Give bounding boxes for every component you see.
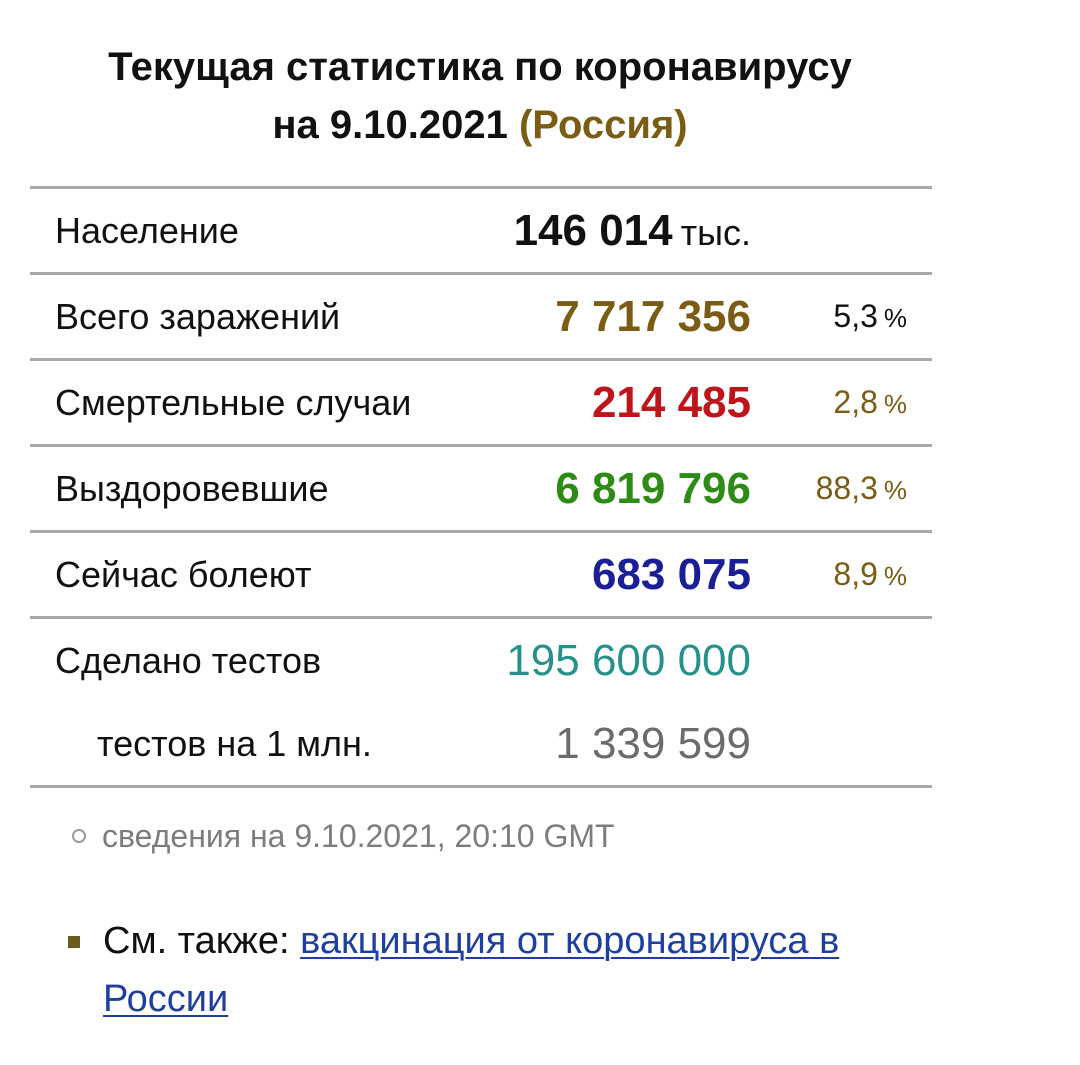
active-percent-number: 8,9 xyxy=(833,556,878,592)
deaths-label: Смертельные случаи xyxy=(55,382,412,423)
page-title: Текущая статистика по коронавирусу на 9.… xyxy=(30,38,930,154)
see-also-prefix: См. также: xyxy=(103,920,301,962)
deaths-percent-sign: % xyxy=(883,389,907,419)
tests-per-million-line: тестов на 1 млн. 1 339 599 xyxy=(30,702,932,785)
stats-row-population: Население 146 014 тыс. xyxy=(30,189,932,275)
see-also: См. также: вакцинация от коронавируса в … xyxy=(68,912,948,1028)
title-date: на 9.10.2021 xyxy=(272,103,508,147)
title-line-2: на 9.10.2021 (Россия) xyxy=(30,96,930,154)
tests-per-million-value: 1 339 599 xyxy=(555,719,751,768)
title-country: (Россия) xyxy=(518,103,688,147)
deaths-percent-number: 2,8 xyxy=(833,384,878,420)
population-number: 146 014 xyxy=(513,206,673,255)
tests-value: 195 600 000 xyxy=(506,636,751,685)
tests-line: Сделано тестов 195 600 000 xyxy=(30,619,932,702)
active-value: 683 075 xyxy=(591,550,751,599)
stats-row-recovered: Выздоровевшие 6 819 796 88,3% xyxy=(30,447,932,533)
footnote-text: сведения на 9.10.2021, 20:10 GMT xyxy=(102,818,615,854)
active-percent: 8,9% xyxy=(833,533,907,618)
circle-bullet-icon xyxy=(72,829,86,843)
recovered-percent-sign: % xyxy=(883,475,907,505)
recovered-percent: 88,3% xyxy=(816,447,907,532)
active-percent-sign: % xyxy=(883,561,907,591)
stats-row-infections: Всего заражений 7 717 356 5,3% xyxy=(30,275,932,361)
population-unit: тыс. xyxy=(680,212,751,253)
infections-percent: 5,3% xyxy=(833,275,907,360)
stats-row-tests: Сделано тестов 195 600 000 тестов на 1 м… xyxy=(30,619,932,785)
population-label: Население xyxy=(55,210,239,251)
recovered-value: 6 819 796 xyxy=(555,464,751,513)
recovered-percent-number: 88,3 xyxy=(815,470,878,506)
deaths-percent: 2,8% xyxy=(833,361,907,446)
square-bullet-icon xyxy=(68,936,80,948)
deaths-value: 214 485 xyxy=(591,378,751,427)
stats-row-deaths: Смертельные случаи 214 485 2,8% xyxy=(30,361,932,447)
infections-value: 7 717 356 xyxy=(555,292,751,341)
active-label: Сейчас болеют xyxy=(55,554,312,595)
recovered-label: Выздоровевшие xyxy=(55,468,329,509)
infections-label: Всего заражений xyxy=(55,296,341,337)
vaccination-link[interactable]: вакцинация от коронавируса в России xyxy=(103,920,840,1020)
title-line-1: Текущая статистика по коронавирусу xyxy=(108,45,852,89)
infections-percent-sign: % xyxy=(883,303,907,333)
tests-label: Сделано тестов xyxy=(55,640,322,681)
see-also-text: См. также: вакцинация от коронавируса в … xyxy=(103,912,948,1028)
stats-row-active: Сейчас болеют 683 075 8,9% xyxy=(30,533,932,619)
infections-percent-number: 5,3 xyxy=(833,298,878,334)
stats-table: Население 146 014 тыс. Всего заражений 7 … xyxy=(30,186,932,788)
tests-per-million-label: тестов на 1 млн. xyxy=(97,723,372,764)
population-value: 146 014 тыс. xyxy=(514,189,751,274)
data-timestamp-note: сведения на 9.10.2021, 20:10 GMT xyxy=(72,812,615,860)
